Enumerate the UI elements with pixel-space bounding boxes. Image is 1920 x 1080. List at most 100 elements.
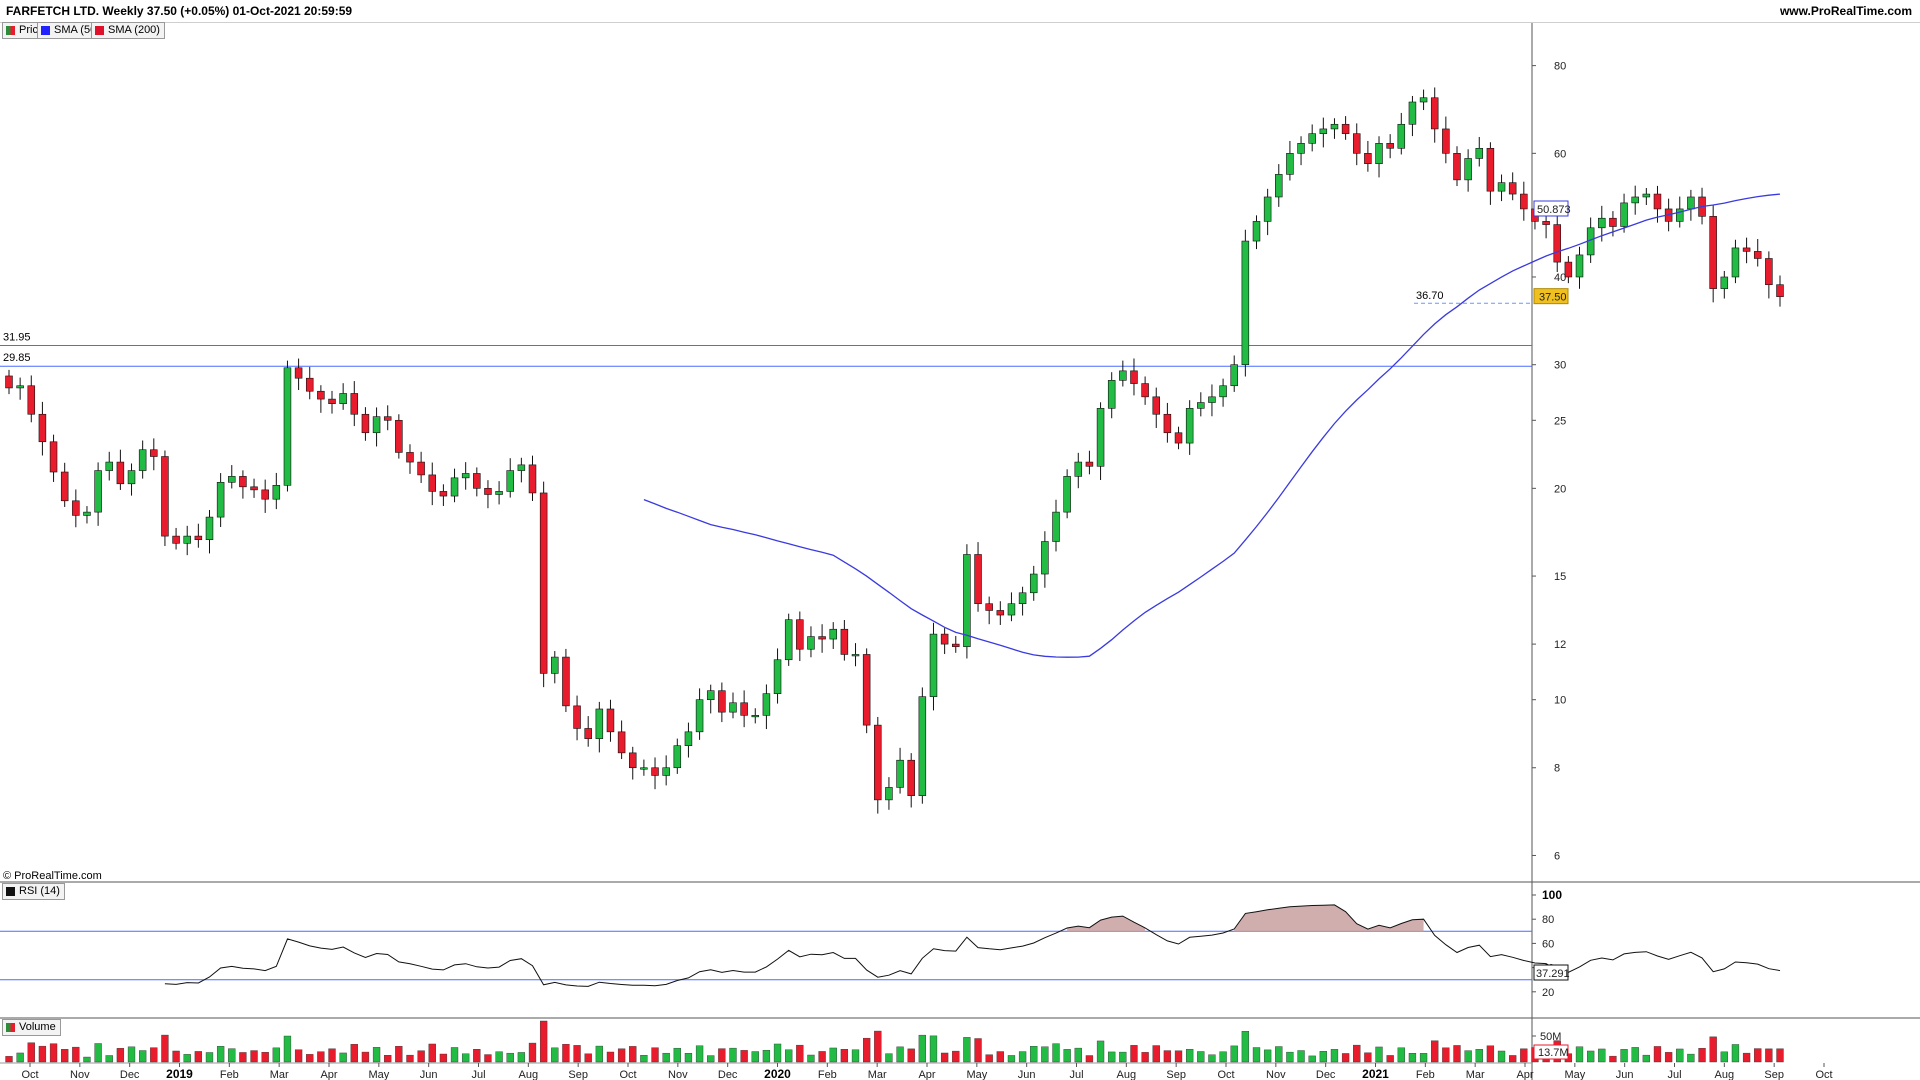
volume-bar [339, 1052, 347, 1063]
rsi-value-label: 37.291 [1536, 968, 1570, 980]
volume-bar [985, 1054, 993, 1063]
candle-body [851, 654, 860, 657]
volume-bar [1586, 1050, 1595, 1063]
candle-body [1352, 133, 1361, 154]
volume-bar [1431, 1040, 1439, 1063]
x-tick-label: Jul [471, 1069, 485, 1080]
volume-bar [829, 1047, 837, 1063]
x-tick-label: Jun [1018, 1069, 1036, 1080]
volume-bar [1664, 1052, 1673, 1063]
time-axis: Oct Nov Dec 2019 Feb Mar Apr May Jun Jul Aug Sep Oct… [21, 1063, 1833, 1080]
volume-bar [161, 1034, 169, 1063]
x-tick-label: Feb [220, 1069, 239, 1080]
candle-body [94, 470, 102, 513]
legend-volume[interactable]: Volume [2, 1019, 61, 1036]
volume-bar [1642, 1054, 1650, 1063]
volume-bar [1174, 1050, 1183, 1063]
candle-body [1742, 247, 1751, 252]
y-tick-label: 6 [1554, 850, 1560, 862]
candle-body [1497, 182, 1506, 192]
x-tick-label: Oct [1217, 1069, 1234, 1080]
volume-bar [840, 1049, 849, 1063]
x-tick-label: Oct [1815, 1069, 1832, 1080]
candle-body [228, 476, 236, 483]
candle-body [83, 511, 91, 516]
y-tick-label: 30 [1554, 360, 1566, 372]
volume-bar [885, 1053, 893, 1063]
candle-body [1442, 128, 1450, 154]
candle-body [372, 416, 381, 434]
price-swatch-icon [6, 26, 15, 35]
volume-bar [1687, 1053, 1695, 1063]
volume-bar [1208, 1054, 1216, 1063]
candle-body [5, 375, 13, 389]
x-tick-label: Mar [270, 1069, 289, 1080]
y-tick-label: 20 [1554, 483, 1566, 495]
volume-bar [773, 1043, 782, 1063]
candle-body [985, 603, 993, 611]
x-tick-label: Nov [1266, 1069, 1286, 1080]
legend-sma200[interactable]: SMA (200) [91, 22, 165, 39]
candle-body [606, 708, 615, 733]
volume-bar [1742, 1052, 1751, 1063]
volume-bar [863, 1037, 871, 1063]
candle-body [239, 476, 247, 488]
candle-body [383, 416, 392, 421]
volume-bar [139, 1050, 147, 1063]
volume-bar [1186, 1048, 1194, 1063]
candle-body [1041, 541, 1049, 575]
volume-bar [851, 1049, 860, 1063]
candle-body [617, 731, 626, 754]
volume-bar [996, 1051, 1004, 1063]
legend-sma200-label: SMA (200) [108, 24, 160, 36]
candle-body [1308, 133, 1316, 144]
candle-body [1475, 148, 1484, 159]
volume-bar [1353, 1044, 1361, 1063]
candle-body [1330, 123, 1339, 130]
x-tick-label: Jul [1069, 1069, 1083, 1080]
candle-body [729, 702, 737, 713]
legend-volume-label: Volume [19, 1021, 56, 1033]
volume-bar [439, 1053, 448, 1063]
volume-bar [1497, 1050, 1506, 1063]
last-price-box [1533, 288, 1569, 305]
volume-bar [372, 1047, 381, 1063]
rsi-overbought-fill [1234, 904, 1424, 932]
volume-bar [617, 1048, 626, 1063]
site-link[interactable]: www.ProRealTime.com [1779, 4, 1912, 18]
volume-bar [417, 1050, 425, 1063]
candle-body [762, 693, 771, 716]
candle-body [205, 516, 214, 540]
y-tick-label: 15 [1554, 571, 1566, 583]
candle-body [127, 470, 136, 485]
candle-body [1197, 402, 1205, 409]
candle-body [72, 500, 80, 516]
price-axis: 6 8 10 12 15 20 25 30 40 60 80 50.873 37.50 [1532, 61, 1571, 862]
candle-body [952, 643, 960, 647]
legend-rsi[interactable]: RSI (14) [2, 883, 65, 900]
volume-bar [1108, 1051, 1116, 1063]
candle-body [194, 535, 203, 540]
candle-body [294, 367, 303, 379]
candle-body [1753, 251, 1762, 259]
x-tick-label: May [368, 1069, 389, 1080]
volume-bar [1408, 1052, 1417, 1063]
volume-bar [1074, 1047, 1082, 1063]
candle-body [428, 474, 437, 492]
volume-bar [1041, 1046, 1049, 1063]
candle-body [1275, 174, 1283, 198]
x-tick-label: Dec [120, 1069, 140, 1080]
volume-bar [1230, 1045, 1238, 1063]
volume-bar [1575, 1046, 1584, 1063]
volume-bar [384, 1055, 392, 1063]
rsi-value-box [1533, 964, 1569, 981]
candle-body [1007, 603, 1016, 616]
candle-body [551, 656, 559, 674]
candle-body [506, 470, 514, 492]
volume-bar [1119, 1051, 1127, 1063]
candle-body [740, 702, 748, 716]
rsi-tick-label: 100 [1542, 888, 1562, 902]
volume-bar [974, 1038, 982, 1063]
volume-bar [462, 1053, 470, 1063]
